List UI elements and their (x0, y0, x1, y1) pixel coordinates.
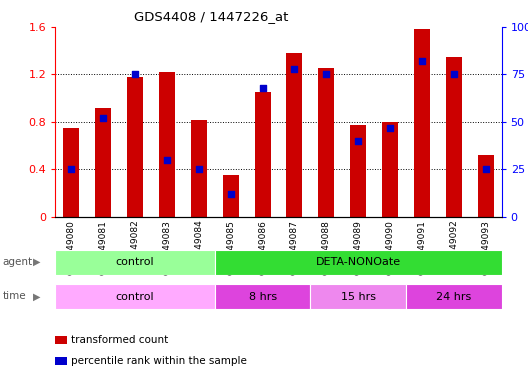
Point (418, 58, 426, 64)
Text: ▶: ▶ (33, 257, 41, 267)
Bar (215, 284, 310, 309)
Bar (223, 175, 239, 217)
Point (322, 71, 331, 78)
Bar (406, 284, 502, 309)
Bar (254, 92, 270, 217)
Text: 8 hrs: 8 hrs (249, 291, 277, 302)
Text: GDS4408 / 1447226_at: GDS4408 / 1447226_at (134, 10, 288, 23)
Bar (382, 122, 398, 217)
Point (258, 84, 267, 91)
Text: transformed count: transformed count (71, 335, 168, 345)
Text: DETA-NONOate: DETA-NONOate (316, 257, 401, 267)
Bar (191, 119, 207, 217)
Bar (478, 155, 494, 217)
Point (195, 166, 203, 172)
Point (67, 166, 76, 172)
Bar (159, 72, 175, 217)
Text: control: control (116, 257, 154, 267)
Bar (55, 250, 215, 275)
Text: agent: agent (3, 257, 33, 267)
Point (131, 71, 139, 78)
Text: control: control (116, 291, 154, 302)
Bar (95, 108, 111, 217)
Bar (310, 284, 406, 309)
Bar (215, 250, 502, 275)
Point (354, 138, 362, 144)
Point (99, 115, 108, 121)
Point (227, 191, 235, 197)
Text: 15 hrs: 15 hrs (341, 291, 376, 302)
Bar (127, 77, 143, 217)
Point (482, 166, 490, 172)
Bar (350, 126, 366, 217)
Text: time: time (3, 291, 26, 301)
Point (449, 71, 458, 78)
Bar (287, 53, 303, 217)
Bar (63, 128, 79, 217)
Bar (55, 284, 215, 309)
Point (386, 124, 394, 131)
Bar (446, 56, 462, 217)
Point (163, 157, 171, 163)
Bar (414, 29, 430, 217)
Bar (318, 68, 334, 217)
Point (290, 66, 299, 72)
Text: ▶: ▶ (33, 291, 41, 301)
Text: 24 hrs: 24 hrs (436, 291, 472, 302)
Text: percentile rank within the sample: percentile rank within the sample (71, 356, 247, 366)
